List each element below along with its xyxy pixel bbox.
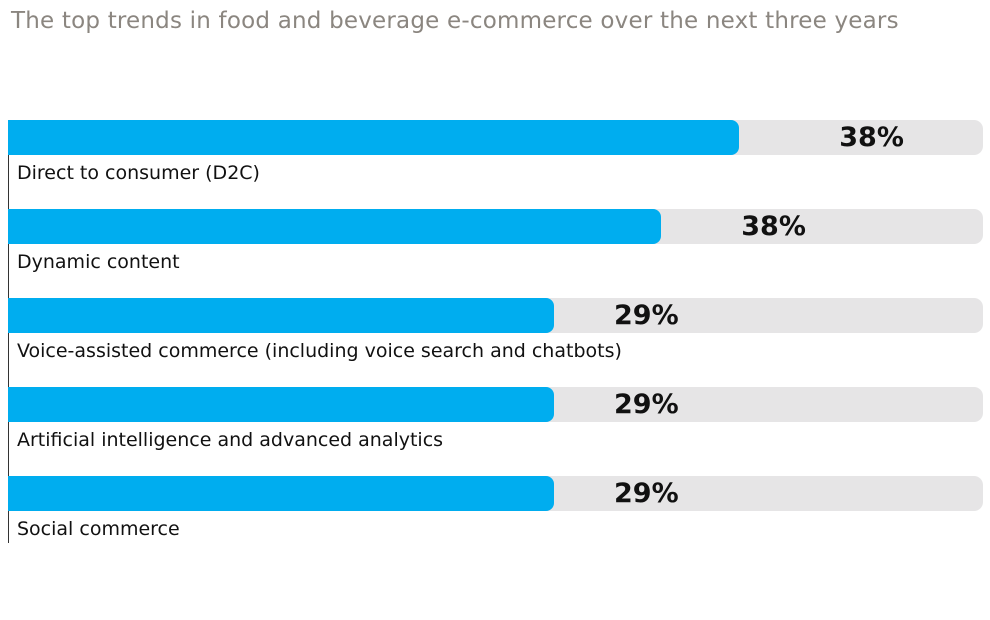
- bar-track: 29%: [8, 476, 983, 511]
- category-label: Social commerce: [17, 518, 180, 540]
- data-label: 29%: [614, 389, 679, 420]
- bar-track: 29%: [8, 298, 983, 333]
- category-label: Voice-assisted commerce (including voice…: [17, 340, 622, 362]
- bar-track: 38%: [8, 209, 983, 244]
- category-label: Artificial intelligence and advanced ana…: [17, 429, 444, 451]
- bar: [8, 209, 662, 244]
- bar-track: 38%: [8, 120, 983, 155]
- chart-title: The top trends in food and beverage e-co…: [11, 8, 899, 34]
- bar-track: 29%: [8, 387, 983, 422]
- bar: [8, 298, 554, 333]
- bar: [8, 476, 554, 511]
- category-label: Direct to consumer (D2C): [17, 162, 260, 184]
- category-label: Dynamic content: [17, 251, 180, 273]
- bar: [8, 120, 740, 155]
- bar: [8, 387, 554, 422]
- data-label: 38%: [741, 211, 806, 242]
- data-label: 38%: [839, 122, 904, 153]
- data-label: 29%: [614, 478, 679, 509]
- data-label: 29%: [614, 300, 679, 331]
